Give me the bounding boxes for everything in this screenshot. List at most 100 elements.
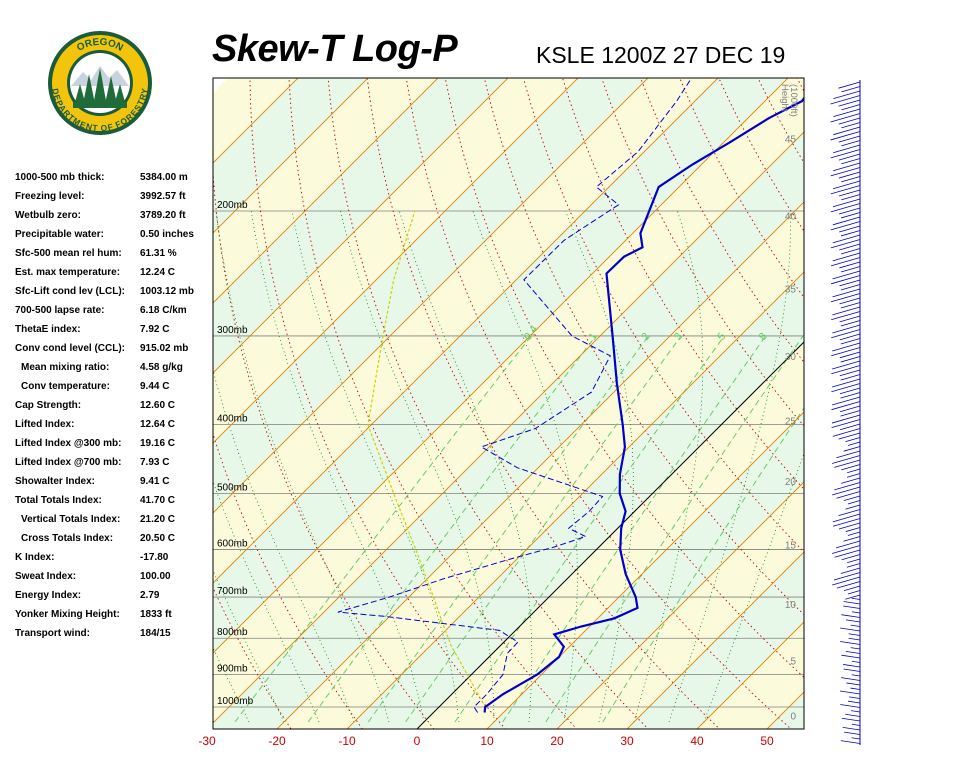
index-label: Precipitable water: <box>15 229 104 240</box>
moist-adiabat-line <box>340 210 495 722</box>
index-value: 3789.20 ft <box>140 210 186 221</box>
isotherm-line <box>276 201 804 729</box>
isotherm-line <box>830 0 960 736</box>
wind-barb <box>832 513 861 523</box>
wind-barb <box>843 605 861 609</box>
wind-barb <box>832 378 861 388</box>
wind-barb <box>851 660 861 663</box>
mixing-ratio-label: 5 <box>715 331 728 343</box>
wind-barb <box>839 243 861 251</box>
index-row: Freezing level: 3992.57 ft <box>15 187 220 206</box>
temperature-bands <box>213 78 804 729</box>
index-label: Lifted Index @300 mb: <box>15 438 122 449</box>
index-value: 3992.57 ft <box>140 191 186 202</box>
index-label: Sfc-500 mean rel hum: <box>15 248 122 259</box>
height-label: 20 <box>785 477 797 488</box>
pressure-label: 500mb <box>217 482 248 493</box>
isotherm-line <box>626 551 804 729</box>
index-label: Sfc-Lift cond lev (LCL): <box>15 286 125 297</box>
oregon-department-of-forestry-logo: OREGON DEPARTMENT OF FORESTRY <box>48 31 152 135</box>
index-label: Sweat Index: <box>15 571 77 582</box>
zero-isotherm-line <box>416 341 804 729</box>
mixing-ratio-line <box>405 335 682 723</box>
stability-indices-panel: 1000-500 mb thick: 5384.00 m Freezing leve… <box>15 168 220 643</box>
wind-barb <box>838 153 861 161</box>
wind-barb <box>836 450 861 459</box>
wind-barb <box>838 207 861 215</box>
index-value: 9.41 C <box>140 476 170 487</box>
pressure-label: 900mb <box>217 664 248 675</box>
index-row: Sweat Index: 100.00 <box>15 567 220 586</box>
wind-barb <box>831 414 861 424</box>
index-label: Showalter Index: <box>15 476 96 487</box>
temperature-tick-label: -20 <box>268 734 286 748</box>
moist-adiabat-line <box>668 210 791 723</box>
pressure-label: 300mb <box>217 325 248 336</box>
index-label: Mean mixing ratio: <box>21 362 110 373</box>
wind-barb <box>841 140 861 147</box>
wind-barb <box>840 374 861 381</box>
wind-barb <box>831 545 861 554</box>
mixing-ratio-label: 2 <box>639 331 652 343</box>
wind-barb <box>847 531 861 536</box>
wind-barb <box>838 81 861 89</box>
wind-barb <box>832 518 861 527</box>
wind-barb <box>850 647 861 650</box>
wind-barb <box>836 491 861 499</box>
station-time-label: KSLE 1200Z 27 DEC 19 <box>536 42 786 68</box>
temperature-tick-label: -10 <box>338 734 356 748</box>
wind-barb <box>851 674 861 677</box>
wind-barb <box>831 365 861 375</box>
index-label: Freezing level: <box>15 191 85 202</box>
wind-barb <box>831 347 861 357</box>
temperature-tick-label: 40 <box>690 734 704 748</box>
moist-adiabat-line <box>213 368 355 723</box>
wind-barb <box>832 576 861 586</box>
wind-barb <box>842 726 861 731</box>
index-label: Lifted Index @700 mb: <box>15 457 122 468</box>
wind-barb <box>840 627 861 632</box>
temperature-band <box>213 78 804 723</box>
wind-barb <box>847 441 861 446</box>
wind-barb <box>847 468 861 474</box>
index-row: K Index: -17.80 <box>15 548 220 567</box>
wind-barb <box>832 324 861 334</box>
height-axis-title: Height(1000ft) <box>779 84 799 117</box>
wind-barb <box>846 563 861 568</box>
index-row: Conv temperature: 9.44 C <box>15 377 220 396</box>
moist-adiabat-line <box>213 719 215 723</box>
wind-barb <box>839 387 861 395</box>
wind-barb <box>831 293 861 303</box>
wind-barb <box>840 392 861 399</box>
index-label: 700-500 lapse rate: <box>15 305 105 316</box>
isotherm-line <box>556 481 804 729</box>
index-value: 4.58 g/kg <box>140 362 183 373</box>
parcel-path-line <box>367 210 487 709</box>
wind-barb <box>835 540 861 549</box>
wind-barb <box>831 383 861 393</box>
mixing-ratio-label: 8 <box>757 331 770 343</box>
mixing-ratio-label: 1 <box>586 331 599 343</box>
wind-barb <box>839 369 861 377</box>
wind-barb <box>843 668 861 672</box>
wind-barb <box>834 549 861 558</box>
pressure-label: 1000mb <box>217 696 254 707</box>
wind-barb <box>840 230 861 237</box>
dry-adiabat-line <box>852 0 960 736</box>
wind-barb <box>841 176 861 183</box>
index-value: 100.00 <box>140 571 171 582</box>
wind-barb <box>850 624 861 627</box>
index-row: Sfc-Lift cond lev (LCL): 1003.12 mb <box>15 282 220 301</box>
wind-barb <box>840 320 861 327</box>
wind-barb <box>847 500 861 505</box>
dry-adiabat-line <box>817 0 960 736</box>
index-row: Wetbulb zero: 3789.20 ft <box>15 206 220 225</box>
index-row: Lifted Index @300 mb: 19.16 C <box>15 434 220 453</box>
pressure-label: 400mb <box>217 414 248 425</box>
moist-adiabat-line <box>213 480 320 723</box>
wind-barb <box>839 225 861 233</box>
index-row: Precipitable water: 0.50 inches <box>15 225 220 244</box>
temperature-tick-label: 30 <box>620 734 634 748</box>
mixing-ratio-line <box>502 335 767 723</box>
